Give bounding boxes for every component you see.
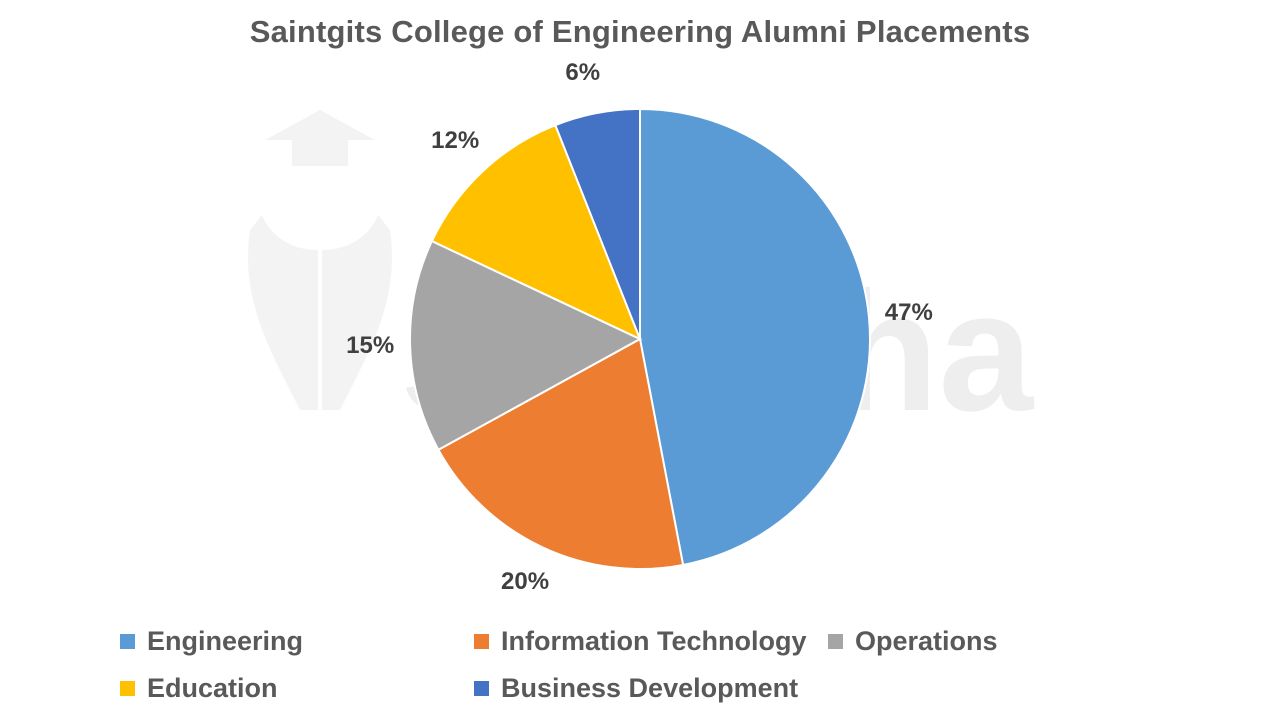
pie-slices — [409, 107, 871, 570]
pie-slice-engineering — [639, 107, 871, 567]
legend-label: Operations — [855, 626, 998, 656]
data-label: 47% — [884, 298, 933, 326]
legend-label: Education — [147, 673, 278, 703]
pie-slice-operations — [409, 239, 643, 452]
legend-item-operations: Operations — [828, 626, 998, 657]
pie-slice-information-technology — [437, 337, 685, 570]
legend-label: Information Technology — [501, 626, 807, 656]
data-label: 12% — [431, 127, 480, 155]
legend-item-information-technology: Information Technology — [474, 626, 807, 657]
pie-slice-education — [430, 123, 642, 341]
legend-item-education: Education — [120, 673, 278, 704]
chart-title: Saintgits College of Engineering Alumni … — [249, 14, 1031, 49]
data-label: 6% — [565, 58, 601, 86]
legend-item-engineering: Engineering — [120, 626, 303, 657]
legend-swatch-icon — [474, 681, 489, 696]
legend-swatch-icon — [120, 681, 135, 696]
legend-label: Engineering — [147, 626, 304, 656]
data-label: 15% — [346, 332, 395, 360]
legend-swatch-icon — [120, 634, 135, 649]
data-label: 20% — [501, 568, 550, 596]
legend-label: Business Development — [501, 673, 799, 703]
watermark-logo-icon — [248, 110, 392, 410]
legend-swatch-icon — [828, 634, 843, 649]
pie-slice-business-development — [554, 107, 641, 340]
legend-swatch-icon — [474, 634, 489, 649]
legend-item-business-development: Business Development — [474, 673, 798, 704]
